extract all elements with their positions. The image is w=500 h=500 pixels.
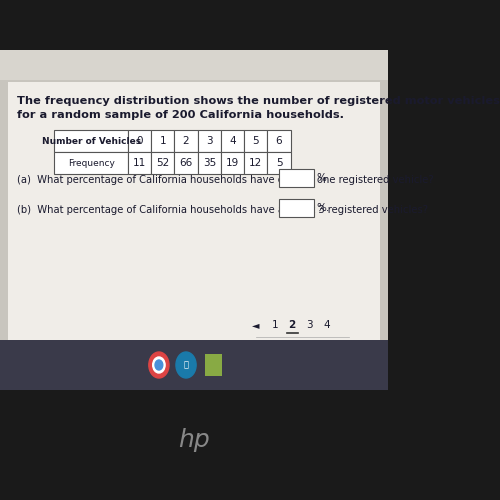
Bar [221, 152, 244, 174]
Text: ◄: ◄ [252, 320, 260, 330]
Text: 19: 19 [226, 158, 239, 168]
Bar [244, 152, 268, 174]
Bar [128, 130, 151, 152]
Text: 6: 6 [276, 136, 282, 146]
Bar [268, 152, 290, 174]
Bar [151, 130, 174, 152]
Circle shape [149, 352, 169, 378]
Text: %: % [316, 173, 326, 183]
Text: The frequency distribution shows the number of registered motor vehicles: The frequency distribution shows the num… [17, 96, 500, 106]
Circle shape [155, 360, 163, 370]
Text: 4: 4 [323, 320, 330, 330]
Text: 5: 5 [276, 158, 282, 168]
Bar [279, 199, 314, 217]
Text: ⬛: ⬛ [184, 360, 188, 370]
Text: 12: 12 [249, 158, 262, 168]
FancyBboxPatch shape [8, 82, 380, 340]
Bar [54, 152, 128, 174]
Bar [128, 152, 151, 174]
Text: 2: 2 [288, 320, 296, 330]
Text: Frequency: Frequency [68, 158, 114, 168]
FancyBboxPatch shape [0, 50, 388, 80]
Bar [54, 130, 128, 152]
Text: 66: 66 [180, 158, 192, 168]
Text: 35: 35 [202, 158, 216, 168]
Text: 2: 2 [182, 136, 190, 146]
Text: 4: 4 [229, 136, 236, 146]
Text: 3: 3 [306, 320, 312, 330]
Bar [279, 169, 314, 187]
Text: 5: 5 [252, 136, 259, 146]
Circle shape [176, 352, 196, 378]
Bar [268, 130, 290, 152]
Text: 11: 11 [133, 158, 146, 168]
Text: %.: %. [316, 203, 330, 213]
Text: 0: 0 [136, 136, 143, 146]
Bar [244, 130, 268, 152]
Text: 1: 1 [272, 320, 278, 330]
Bar [174, 130, 198, 152]
Text: (b)  What percentage of California households have at least 3 registered vehicle: (b) What percentage of California househ… [17, 205, 428, 215]
Bar [151, 152, 174, 174]
FancyBboxPatch shape [0, 340, 388, 390]
Text: Number of Vehicles: Number of Vehicles [42, 136, 140, 145]
Text: for a random sample of 200 California households.: for a random sample of 200 California ho… [17, 110, 344, 120]
Circle shape [152, 357, 165, 373]
Bar [198, 130, 221, 152]
Bar [198, 152, 221, 174]
Text: (a)  What percentage of California households have exactly one registered vehicl: (a) What percentage of California househ… [17, 175, 434, 185]
Text: 52: 52 [156, 158, 170, 168]
FancyBboxPatch shape [0, 50, 388, 390]
Bar [174, 152, 198, 174]
Text: 1: 1 [160, 136, 166, 146]
FancyBboxPatch shape [204, 354, 222, 376]
Text: hp: hp [178, 428, 210, 452]
Text: 3: 3 [206, 136, 212, 146]
Bar [221, 130, 244, 152]
